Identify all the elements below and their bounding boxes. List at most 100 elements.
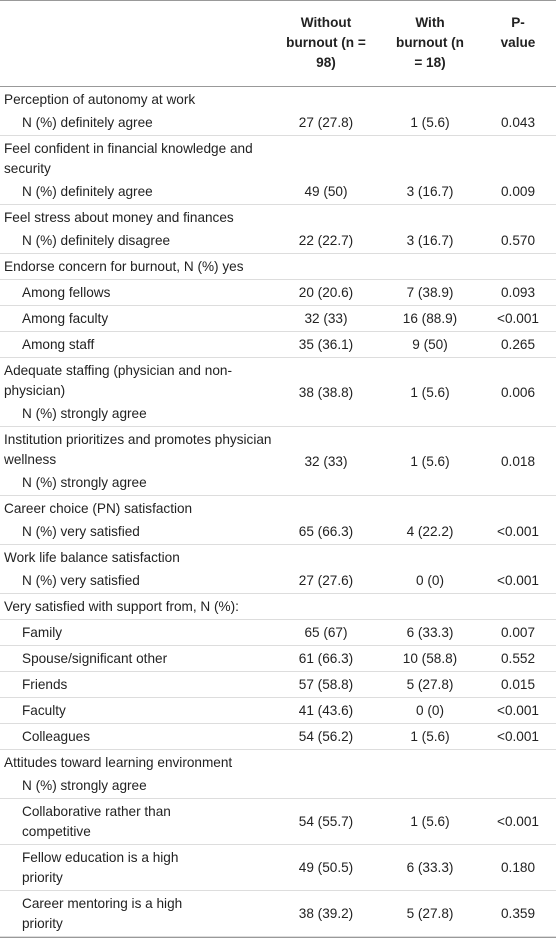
value-cell: 0.265 bbox=[500, 337, 536, 352]
value-cell: <0.001 bbox=[497, 729, 539, 744]
value-cell: 65 (66.3) bbox=[298, 524, 354, 539]
table-row: Feel confident in financial knowledge an… bbox=[0, 136, 556, 205]
row-label: Among fellows bbox=[22, 285, 111, 300]
row-label: Feel stress about money and finances bbox=[4, 210, 234, 225]
row-label: Collaborative rather than competitive bbox=[22, 804, 171, 839]
value-cell: 49 (50) bbox=[304, 184, 348, 199]
table-row: Career choice (PN) satisfaction N (%) ver… bbox=[0, 496, 556, 545]
value-cell: 0.009 bbox=[500, 184, 536, 199]
row-label-cell: Adequate staffing (physician and non-phy… bbox=[0, 361, 272, 424]
row-label-cell: Institution prioritizes and promotes phy… bbox=[0, 430, 272, 493]
row-label: Family bbox=[22, 625, 63, 640]
row-sublabel: N (%) strongly agree bbox=[22, 406, 147, 421]
value-cell: 0.180 bbox=[500, 860, 536, 875]
value-cell: 5 (27.8) bbox=[406, 906, 454, 921]
row-label-cell: Feel stress about money and finances N (%… bbox=[0, 208, 272, 251]
row-label: Fellow education is a high priority bbox=[22, 850, 179, 885]
row-label-cell: Among faculty bbox=[0, 309, 222, 329]
row-label: Work life balance satisfaction bbox=[4, 550, 180, 565]
row-sublabel: N (%) very satisfied bbox=[22, 524, 140, 539]
table-row: Career mentoring is a high priority 38 (3… bbox=[0, 891, 556, 937]
value-cell: 1 (5.6) bbox=[410, 384, 450, 400]
row-label-cell: Very satisfied with support from, N (%): bbox=[0, 597, 272, 617]
table-row: Faculty 41 (43.6) 0 (0) <0.001 bbox=[0, 698, 556, 724]
row-label: Perception of autonomy at work bbox=[4, 92, 196, 107]
row-label-cell: Faculty bbox=[0, 701, 222, 721]
value-cell: 6 (33.3) bbox=[406, 860, 454, 875]
table-row: Among faculty 32 (33) 16 (88.9) <0.001 bbox=[0, 306, 556, 332]
value-cell: 49 (50.5) bbox=[298, 860, 354, 875]
row-sublabel: N (%) strongly agree bbox=[22, 475, 147, 490]
table-row: Attitudes toward learning environment N (… bbox=[0, 750, 556, 799]
value-cell: <0.001 bbox=[497, 703, 539, 718]
value-cell: 4 (22.2) bbox=[406, 524, 454, 539]
row-sublabel: N (%) definitely agree bbox=[22, 115, 153, 130]
value-cell: 0.015 bbox=[500, 677, 536, 692]
row-label: Among faculty bbox=[22, 311, 109, 326]
table-row: Perception of autonomy at work N (%) defi… bbox=[0, 87, 556, 136]
value-cell: 0.359 bbox=[500, 906, 536, 921]
row-label: Institution prioritizes and promotes phy… bbox=[4, 432, 272, 467]
value-cell: 20 (20.6) bbox=[298, 285, 354, 300]
value-cell: 3 (16.7) bbox=[406, 233, 454, 248]
table-row: Work life balance satisfaction N (%) very… bbox=[0, 545, 556, 594]
header-cell: With burnout (n = 18) bbox=[396, 15, 464, 70]
value-cell: 38 (39.2) bbox=[298, 906, 354, 921]
row-label-cell: Endorse concern for burnout, N (%) yes bbox=[0, 257, 272, 277]
row-label-cell: Work life balance satisfaction N (%) very… bbox=[0, 548, 272, 591]
row-label: Attitudes toward learning environment bbox=[4, 755, 233, 770]
row-label-cell: Friends bbox=[0, 675, 222, 695]
value-cell: 1 (5.6) bbox=[410, 814, 450, 829]
value-cell: 3 (16.7) bbox=[406, 184, 454, 199]
value-cell: 0.043 bbox=[500, 115, 536, 130]
value-cell: 38 (38.8) bbox=[298, 384, 354, 400]
value-cell: <0.001 bbox=[497, 573, 539, 588]
value-cell: 0.006 bbox=[500, 384, 536, 400]
row-label-cell: Spouse/significant other bbox=[0, 649, 222, 669]
header-row: Without burnout (n = 98) With burnout (n … bbox=[0, 1, 556, 87]
value-cell: 54 (55.7) bbox=[298, 814, 354, 829]
row-label: Faculty bbox=[22, 703, 66, 718]
row-label: Very satisfied with support from, N (%): bbox=[4, 599, 239, 614]
row-sublabel: N (%) very satisfied bbox=[22, 573, 140, 588]
row-label-cell: Colleagues bbox=[0, 727, 222, 747]
row-label-cell: Among staff bbox=[0, 335, 222, 355]
table-row: Spouse/significant other 61 (66.3) 10 (58.… bbox=[0, 646, 556, 672]
table-row: Family 65 (67) 6 (33.3) 0.007 bbox=[0, 620, 556, 646]
header-cell: Without burnout (n = 98) bbox=[286, 15, 366, 70]
value-cell: <0.001 bbox=[497, 311, 539, 326]
row-label-cell: Feel confident in financial knowledge an… bbox=[0, 139, 272, 202]
row-sublabel: N (%) definitely agree bbox=[22, 184, 153, 199]
value-cell: 1 (5.6) bbox=[410, 729, 450, 744]
value-cell: 57 (58.8) bbox=[298, 677, 354, 692]
value-cell: 6 (33.3) bbox=[406, 625, 454, 640]
row-label: Spouse/significant other bbox=[22, 651, 168, 666]
value-cell: 0.552 bbox=[500, 651, 536, 666]
value-cell: 22 (22.7) bbox=[298, 233, 354, 248]
row-sublabel: N (%) definitely disagree bbox=[22, 233, 171, 248]
value-cell: <0.001 bbox=[497, 524, 539, 539]
value-cell: 32 (33) bbox=[304, 311, 348, 326]
value-cell: 16 (88.9) bbox=[402, 311, 458, 326]
table-row: Among staff 35 (36.1) 9 (50) 0.265 bbox=[0, 332, 556, 358]
row-label-cell: Family bbox=[0, 623, 222, 643]
table-row: Friends 57 (58.8) 5 (27.8) 0.015 bbox=[0, 672, 556, 698]
value-cell: 0.093 bbox=[500, 285, 536, 300]
value-cell: 10 (58.8) bbox=[402, 651, 458, 666]
value-cell: 0.570 bbox=[500, 233, 536, 248]
table-row: Institution prioritizes and promotes phy… bbox=[0, 427, 556, 496]
row-label: Among staff bbox=[22, 337, 95, 352]
row-label-cell: Fellow education is a high priority bbox=[0, 848, 222, 888]
row-label: Adequate staffing (physician and non-phy… bbox=[4, 363, 232, 398]
row-label: Colleagues bbox=[22, 729, 91, 744]
value-cell: 35 (36.1) bbox=[298, 337, 354, 352]
table-row: Colleagues 54 (56.2) 1 (5.6) <0.001 bbox=[0, 724, 556, 750]
value-cell: 0 (0) bbox=[416, 573, 444, 588]
value-cell: 27 (27.6) bbox=[298, 573, 354, 588]
value-cell: 0 (0) bbox=[416, 703, 444, 718]
row-label: Feel confident in financial knowledge an… bbox=[4, 141, 253, 176]
row-label-cell: Among fellows bbox=[0, 283, 222, 303]
value-cell: 65 (67) bbox=[304, 625, 348, 640]
